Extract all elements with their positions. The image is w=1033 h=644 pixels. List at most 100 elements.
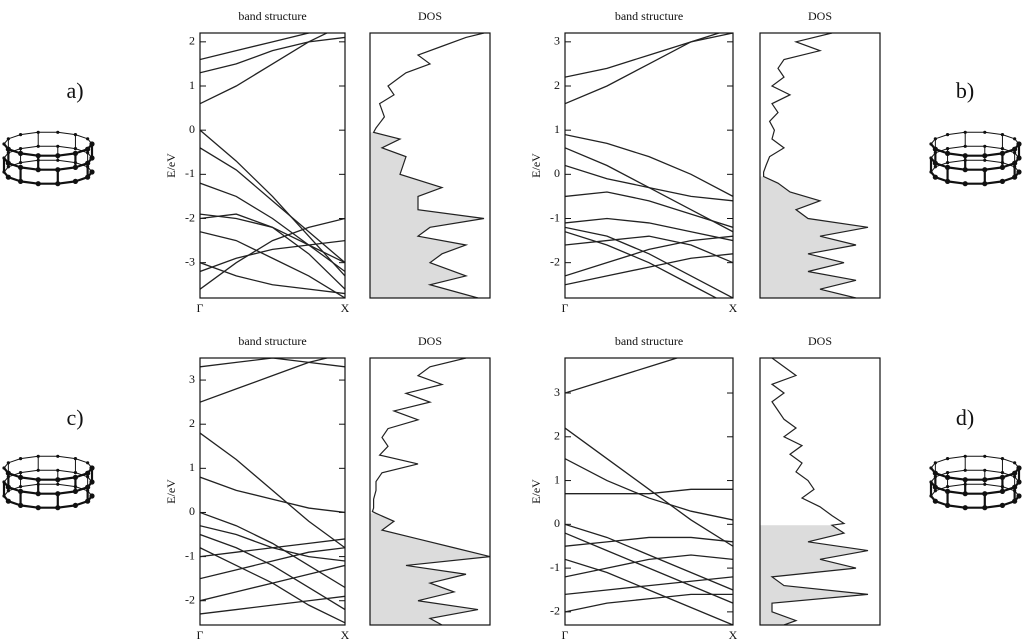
atom — [18, 471, 23, 475]
atom — [72, 164, 79, 170]
x-tick-label: Γ — [562, 628, 569, 642]
atom — [1000, 133, 1005, 137]
band-line — [200, 262, 345, 295]
atom — [72, 178, 79, 184]
atom — [983, 144, 987, 148]
band-line — [565, 226, 733, 298]
y-tick-label: 3 — [189, 372, 195, 386]
x-tick-label: Γ — [562, 301, 569, 315]
atom — [963, 158, 967, 162]
atom — [999, 488, 1006, 494]
atom — [35, 477, 41, 483]
plot-frame — [564, 357, 734, 626]
bond — [57, 166, 76, 171]
panel-label: a) — [66, 78, 83, 103]
atom — [56, 158, 60, 162]
atom — [36, 144, 40, 148]
atom — [1000, 471, 1005, 475]
band-line — [565, 536, 733, 547]
bond — [1002, 472, 1015, 478]
bond — [75, 472, 88, 478]
atom — [962, 167, 968, 173]
atom — [73, 133, 78, 137]
y-tick-label: -1 — [550, 560, 560, 574]
x-tick-label: Γ — [197, 628, 204, 642]
atom — [72, 488, 79, 494]
bond — [8, 148, 21, 154]
atom — [983, 158, 987, 162]
atom — [963, 144, 967, 148]
bond — [935, 148, 948, 154]
atom — [85, 174, 91, 180]
bond — [947, 166, 966, 171]
bond — [75, 134, 88, 140]
atom — [929, 466, 933, 470]
molecule — [929, 130, 1022, 187]
bond — [984, 483, 1003, 488]
bond — [947, 476, 966, 481]
atom — [929, 480, 933, 484]
atom — [55, 505, 61, 511]
y-axis-label: E/eV — [529, 479, 543, 504]
atom — [85, 470, 91, 476]
atom — [18, 457, 23, 461]
y-axis-label: E/eV — [164, 479, 178, 504]
bond — [947, 483, 966, 488]
band-line — [200, 547, 345, 580]
band-line — [200, 213, 345, 290]
atom — [945, 471, 950, 475]
bond — [20, 504, 39, 509]
atom — [5, 174, 11, 180]
panel-label: d) — [956, 405, 974, 430]
atom — [982, 167, 988, 173]
bond — [935, 486, 948, 492]
plot-frame — [199, 357, 346, 626]
band-line — [565, 33, 722, 105]
atom — [1000, 161, 1005, 165]
atom — [2, 156, 6, 160]
band-line — [200, 36, 345, 74]
bond — [984, 455, 1003, 460]
panel-label: b) — [956, 78, 974, 103]
atom — [36, 482, 40, 486]
atom — [1012, 498, 1018, 504]
atom — [85, 146, 91, 152]
bond — [935, 458, 948, 464]
atom — [86, 461, 90, 465]
atom — [2, 170, 6, 174]
bond — [75, 148, 88, 154]
bond — [984, 159, 1003, 164]
atom — [944, 178, 951, 184]
band-line — [565, 593, 733, 613]
y-tick-label: -2 — [185, 592, 195, 606]
bond — [1002, 162, 1015, 168]
y-tick-label: 1 — [554, 122, 560, 136]
atom — [17, 164, 24, 170]
atom — [983, 454, 987, 458]
bond — [984, 469, 1003, 474]
atom — [963, 482, 967, 486]
band-line — [565, 33, 733, 78]
atom — [1012, 470, 1018, 476]
atom — [932, 484, 938, 490]
atom — [963, 130, 967, 134]
atom — [6, 461, 10, 465]
occupied-fill — [370, 132, 484, 298]
band-line — [200, 33, 329, 105]
atom — [36, 468, 40, 472]
atom — [945, 457, 950, 461]
y-tick-label: -1 — [550, 210, 560, 224]
bond — [8, 162, 21, 168]
atom — [999, 502, 1006, 508]
bond — [20, 490, 39, 495]
atom — [945, 133, 950, 137]
atom — [55, 491, 61, 497]
atom — [1013, 165, 1017, 169]
bond — [20, 152, 39, 157]
band-line — [200, 147, 345, 264]
atom — [933, 165, 937, 169]
bond — [947, 490, 966, 495]
bond — [1002, 486, 1015, 492]
bond — [935, 162, 948, 168]
y-axis-label: E/eV — [529, 153, 543, 178]
